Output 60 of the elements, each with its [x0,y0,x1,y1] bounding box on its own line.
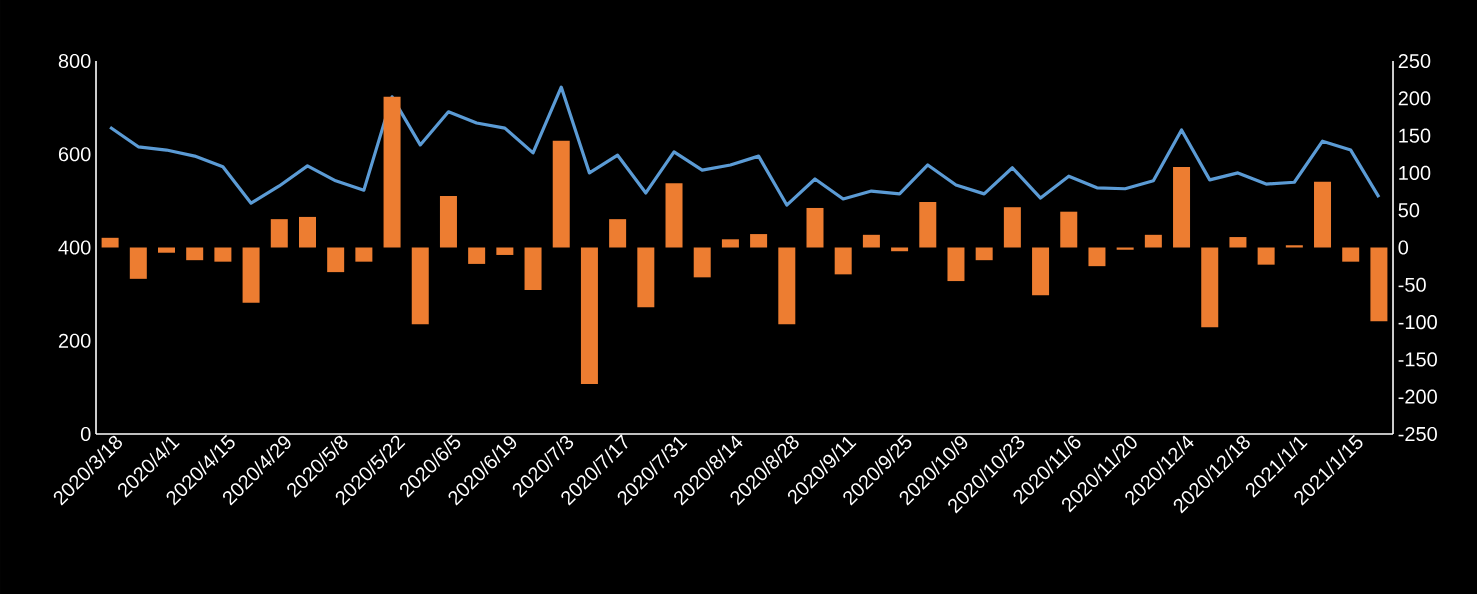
bar [1285,245,1303,248]
y2-tick-label: 0 [1398,240,1409,255]
bar [327,247,345,273]
bar [101,237,119,248]
bar [1314,181,1332,248]
bar [1173,166,1191,248]
bar [1257,247,1275,265]
bar [1229,237,1247,248]
bar [580,247,598,385]
bar [383,96,401,248]
y2-tick-label: -150 [1398,352,1437,367]
bar [721,239,739,248]
line-series [108,85,1381,207]
bar [665,183,683,248]
y2-tick-label: -50 [1398,277,1426,292]
bar [834,247,852,275]
y-tick-label: 400 [58,240,91,255]
y2-tick-label: -100 [1398,315,1437,330]
bar [552,140,570,248]
y2-tick-label: 100 [1399,165,1431,180]
bar [806,207,824,248]
bar [1088,247,1106,267]
bar [778,247,796,325]
bar [1342,247,1360,262]
bar [1370,247,1388,322]
bar [468,247,486,264]
y2-tick-label: 50 [1398,203,1420,218]
y2-tick-label: -250 [1398,426,1437,442]
y-tick-label: 200 [58,333,91,348]
bar [1032,247,1050,296]
y-tick-label: 600 [58,147,91,162]
bar [242,247,260,303]
bar [496,247,514,255]
bar [270,219,288,248]
bar [693,247,711,278]
bar [129,247,147,279]
bar [298,216,316,248]
bar [637,247,655,308]
bar [1144,234,1162,248]
y2-tick-label: 200 [1398,91,1431,106]
bar [214,247,232,262]
bar [355,247,373,262]
bar [439,196,457,248]
bar [186,247,204,261]
y2-tick-label: -200 [1398,389,1437,404]
bar [411,247,429,325]
bar [524,247,542,291]
bar [975,247,993,261]
y2-tick-label: 150 [1399,128,1431,143]
y2-tick-label: 250 [1398,53,1431,69]
bar [750,234,768,248]
bar [862,234,880,248]
bar [1060,211,1078,248]
bar [158,247,175,253]
bar [919,202,937,248]
bar [1201,247,1219,328]
bar [609,219,627,248]
bar [1003,207,1021,248]
bar [947,247,965,282]
y-tick-label: 800 [58,53,91,69]
